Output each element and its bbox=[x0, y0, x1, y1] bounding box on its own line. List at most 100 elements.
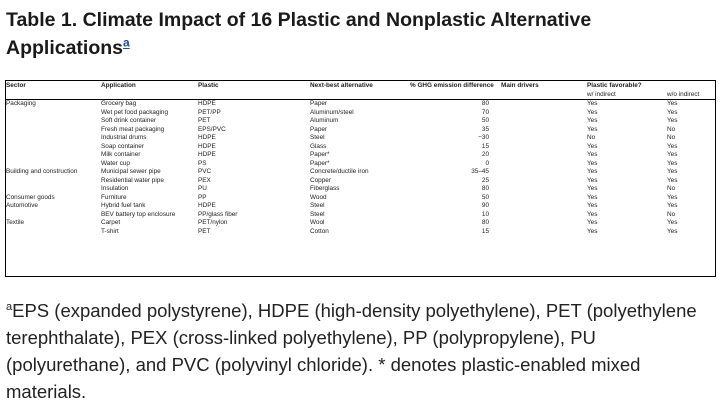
cell-ghg: −30 bbox=[478, 134, 489, 141]
cell-w: Yes bbox=[587, 159, 598, 167]
cell-ghg: 15 bbox=[481, 142, 489, 150]
cell-sector: Consumer goods bbox=[6, 193, 55, 201]
cell-wo: Yes bbox=[667, 219, 678, 226]
header-plastic: Plastic bbox=[198, 82, 219, 89]
table-row: Textile Carpet PET/nylon Wool 80 Yes Yes bbox=[6, 219, 715, 228]
cell-application: Industrial drums bbox=[101, 134, 147, 141]
table-row: Water cup PS Paper* 0 Yes Yes bbox=[6, 160, 715, 169]
cell-w: Yes bbox=[587, 108, 598, 116]
cell-plastic: HDPE bbox=[198, 100, 216, 107]
table-row: Soap container HDPE Glass 15 Yes Yes bbox=[6, 143, 715, 152]
header-application: Application bbox=[101, 82, 136, 89]
cell-sector: Packaging bbox=[6, 100, 36, 107]
table-footnote: aEPS (expanded polystyrene), HDPE (high-… bbox=[6, 297, 712, 405]
cell-wo: Yes bbox=[667, 151, 678, 158]
cell-sector bbox=[6, 177, 101, 186]
cell-plastic: HDPE bbox=[198, 202, 216, 209]
table-caption: Table 1. Climate Impact of 16 Plastic an… bbox=[6, 6, 706, 62]
header-sector: Sector bbox=[6, 82, 26, 89]
table-row: Consumer goods Furniture PP Wood 50 Yes Yes bbox=[6, 194, 715, 203]
table-row: Insulation PU Fiberglass 80 Yes No bbox=[6, 185, 715, 194]
cell-application: Residential water pipe bbox=[101, 176, 164, 184]
cell-wo: No bbox=[667, 185, 676, 192]
cell-drivers bbox=[495, 211, 587, 220]
table-row: Building and construction Municipal sewer… bbox=[6, 168, 715, 177]
footnote-mark: a bbox=[6, 300, 13, 313]
cell-wo: Yes bbox=[667, 168, 678, 175]
header-ghg: % GHG emission difference bbox=[410, 82, 494, 89]
cell-sector bbox=[6, 109, 101, 118]
cell-w: Yes bbox=[587, 193, 598, 201]
cell-drivers bbox=[495, 168, 587, 177]
climate-impact-table: Sector Application Plastic Next-best alt… bbox=[6, 81, 715, 236]
cell-drivers bbox=[495, 185, 587, 194]
cell-plastic: PET bbox=[198, 117, 211, 124]
cell-application: Wet pet food packaging bbox=[101, 108, 169, 116]
cell-application: Fresh meat packaging bbox=[101, 125, 165, 133]
cell-application: Carpet bbox=[101, 219, 121, 226]
cell-drivers bbox=[495, 202, 587, 211]
cell-wo: Yes bbox=[667, 159, 678, 167]
cell-drivers bbox=[495, 100, 587, 109]
cell-plastic: PET bbox=[198, 227, 211, 235]
cell-w: Yes bbox=[587, 117, 598, 124]
footnote-link[interactable]: a bbox=[123, 35, 130, 50]
cell-sector bbox=[6, 143, 101, 152]
cell-alternative: Copper bbox=[310, 176, 331, 184]
cell-ghg: 10 bbox=[481, 210, 489, 218]
cell-w: Yes bbox=[587, 219, 598, 226]
cell-ghg: 80 bbox=[481, 185, 489, 192]
cell-plastic: HDPE bbox=[198, 142, 216, 150]
cell-ghg: 35 bbox=[481, 125, 489, 133]
cell-sector bbox=[6, 134, 101, 143]
cell-sector bbox=[6, 160, 101, 169]
cell-alternative: Steel bbox=[310, 202, 325, 209]
cell-plastic: HDPE bbox=[198, 151, 216, 158]
cell-drivers bbox=[495, 117, 587, 126]
cell-alternative: Steel bbox=[310, 134, 325, 141]
cell-plastic: HDPE bbox=[198, 134, 216, 141]
table-row: Automotive Hybrid fuel tank HDPE Steel 90 Yes… bbox=[6, 202, 715, 211]
caption-text: Table 1. Climate Impact of 16 Plastic an… bbox=[6, 9, 592, 59]
cell-drivers bbox=[495, 194, 587, 203]
cell-plastic: PP/glass fiber bbox=[198, 210, 238, 218]
cell-alternative: Cotton bbox=[310, 227, 329, 235]
header-w-indirect: w/ indirect bbox=[587, 90, 616, 98]
table-image: Sector Application Plastic Next-best alt… bbox=[5, 80, 716, 277]
cell-application: Municipal sewer pipe bbox=[101, 168, 161, 175]
cell-alternative: Steel bbox=[310, 210, 325, 218]
cell-wo: Yes bbox=[667, 227, 678, 235]
cell-alternative: Glass bbox=[310, 142, 327, 150]
cell-application: Hybrid fuel tank bbox=[101, 202, 146, 209]
cell-plastic: EPS/PVC bbox=[198, 125, 226, 133]
cell-wo: No bbox=[667, 210, 676, 218]
cell-ghg: 50 bbox=[481, 193, 489, 201]
table-row: T-shirt PET Cotton 15 Yes Yes bbox=[6, 228, 715, 237]
cell-plastic: PU bbox=[198, 185, 207, 192]
cell-sector: Textile bbox=[6, 219, 25, 226]
cell-application: Furniture bbox=[101, 193, 127, 201]
cell-drivers bbox=[495, 160, 587, 169]
cell-alternative: Fiberglass bbox=[310, 185, 340, 192]
cell-alternative: Wood bbox=[310, 193, 327, 201]
cell-wo: Yes bbox=[667, 100, 678, 107]
cell-sector bbox=[6, 211, 101, 220]
cell-drivers bbox=[495, 219, 587, 228]
cell-ghg: 25 bbox=[481, 176, 489, 184]
cell-drivers bbox=[495, 143, 587, 152]
cell-ghg: 80 bbox=[481, 219, 489, 226]
cell-drivers bbox=[495, 151, 587, 160]
cell-sector bbox=[6, 228, 101, 237]
cell-sector bbox=[6, 117, 101, 126]
cell-sector bbox=[6, 185, 101, 194]
cell-sector: Building and construction bbox=[6, 168, 78, 175]
cell-sector bbox=[6, 151, 101, 160]
cell-drivers bbox=[495, 126, 587, 135]
subheader-row: w/ indirect w/o indirect bbox=[6, 91, 715, 100]
cell-alternative: Aluminum bbox=[310, 117, 339, 124]
cell-drivers bbox=[495, 134, 587, 143]
cell-sector: Automotive bbox=[6, 202, 38, 209]
cell-ghg: 80 bbox=[481, 100, 489, 107]
cell-w: Yes bbox=[587, 227, 598, 235]
cell-alternative: Paper* bbox=[310, 151, 330, 158]
